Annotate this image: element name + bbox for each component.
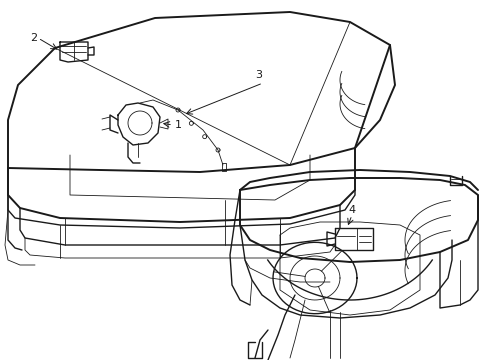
Text: 4: 4 <box>347 205 354 215</box>
Text: 2: 2 <box>30 33 37 43</box>
Text: 1: 1 <box>175 120 182 130</box>
Text: 3: 3 <box>254 70 262 80</box>
